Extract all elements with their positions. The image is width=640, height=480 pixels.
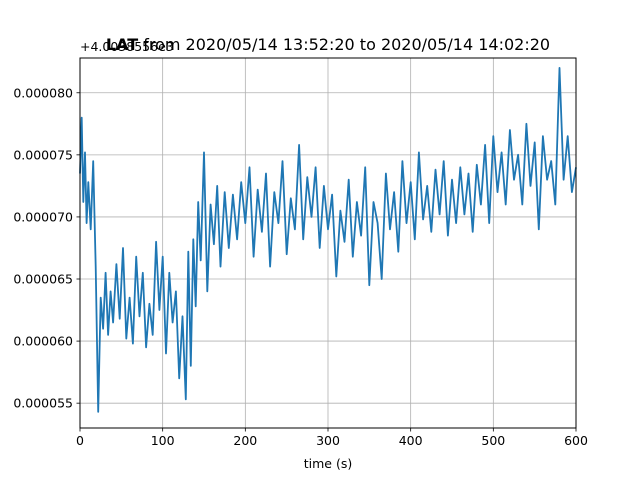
x-tick-label: 100 xyxy=(151,433,175,448)
y-tick-label: 0.000075 xyxy=(13,147,73,162)
y-tick-label: 0.000060 xyxy=(13,334,73,349)
x-axis-label: time (s) xyxy=(304,456,352,471)
x-tick-label: 500 xyxy=(481,433,505,448)
chart-title-rest: from 2020/05/14 13:52:20 to 2020/05/14 1… xyxy=(138,35,550,54)
x-tick-label: 400 xyxy=(399,433,423,448)
y-tick-label: 0.000080 xyxy=(13,85,73,100)
x-tick-label: 600 xyxy=(564,433,588,448)
x-tick-label: 0 xyxy=(76,433,84,448)
chart-title: LAT from 2020/05/14 13:52:20 to 2020/05/… xyxy=(106,35,550,54)
x-axis: 0 100 200 300 400 500 600 xyxy=(76,428,588,448)
y-offset-label: +4.0038556e3 xyxy=(80,39,174,54)
y-tick-label: 0.000065 xyxy=(13,272,73,287)
series-line xyxy=(79,67,577,413)
y-tick-label: 0.000055 xyxy=(13,396,73,411)
series-layer xyxy=(79,67,577,413)
chart-title-bold: LAT xyxy=(106,35,138,54)
x-tick-label: 200 xyxy=(233,433,257,448)
y-tick-label: 0.000070 xyxy=(13,209,73,224)
y-axis: 0.000055 0.000060 0.000065 0.000070 0.000075… xyxy=(13,85,80,411)
grid xyxy=(79,58,577,428)
x-tick-label: 300 xyxy=(316,433,340,448)
